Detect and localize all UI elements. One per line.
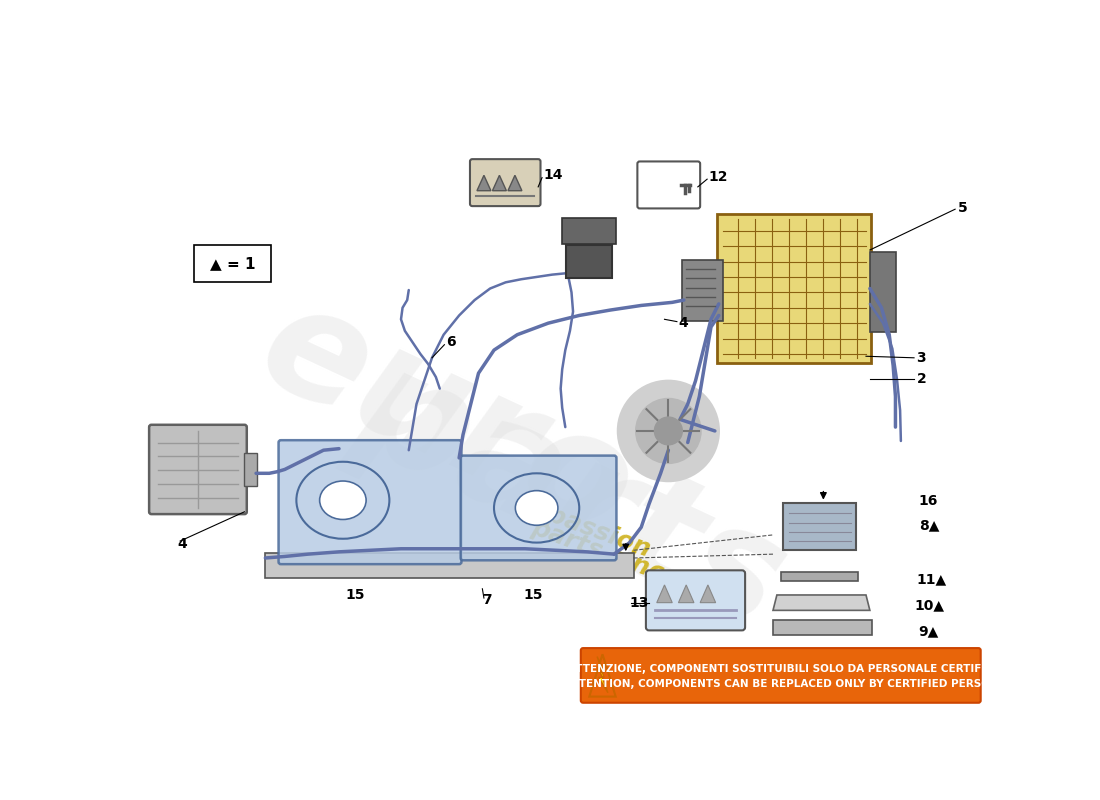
Text: euro: euro [238,269,657,570]
Text: 3: 3 [916,350,926,365]
Circle shape [654,417,682,445]
FancyBboxPatch shape [637,162,700,209]
Text: ATTENZIONE, COMPONENTI SOSTITUIBILI SOLO DA PERSONALE CERTIFICATO: ATTENZIONE, COMPONENTI SOSTITUIBILI SOLO… [569,664,1016,674]
Polygon shape [477,175,491,190]
Text: 10▲: 10▲ [914,598,944,613]
FancyBboxPatch shape [682,260,723,321]
Text: 13: 13 [629,596,649,610]
Polygon shape [657,585,672,602]
FancyBboxPatch shape [581,648,981,702]
Circle shape [618,381,718,481]
FancyBboxPatch shape [194,245,271,282]
Circle shape [636,398,701,463]
Circle shape [659,178,674,193]
FancyBboxPatch shape [717,214,871,363]
Text: 7: 7 [483,594,492,607]
Text: ▲ = 1: ▲ = 1 [210,256,255,271]
Text: parts since 1: parts since 1 [528,515,707,601]
Polygon shape [773,595,870,610]
FancyBboxPatch shape [265,554,635,578]
Text: 16: 16 [918,494,938,508]
Text: ATTENTION, COMPONENTS CAN BE REPLACED ONLY BY CERTIFIED PERSONNEL: ATTENTION, COMPONENTS CAN BE REPLACED ON… [563,679,1021,690]
Text: 15: 15 [345,588,365,602]
Text: a passion: a passion [520,493,653,562]
Text: 8▲: 8▲ [918,518,939,533]
Bar [773,619,872,635]
FancyBboxPatch shape [461,455,616,560]
Text: 4: 4 [178,537,187,551]
Text: 6: 6 [446,335,455,350]
Polygon shape [597,657,608,693]
Bar [781,572,858,581]
FancyBboxPatch shape [562,218,616,244]
FancyBboxPatch shape [870,252,896,332]
Text: 15: 15 [524,588,543,602]
Text: 9▲: 9▲ [918,624,939,638]
FancyBboxPatch shape [278,440,462,564]
FancyBboxPatch shape [470,159,540,206]
Text: 5: 5 [957,201,967,214]
Polygon shape [679,585,694,602]
Polygon shape [700,585,716,602]
FancyBboxPatch shape [783,502,856,550]
Polygon shape [493,175,506,190]
Circle shape [653,171,681,199]
FancyBboxPatch shape [244,454,257,486]
FancyBboxPatch shape [566,245,612,278]
Text: 14: 14 [543,168,563,182]
Text: 4: 4 [679,316,689,330]
Text: 11▲: 11▲ [916,573,946,586]
Text: parts: parts [336,334,807,659]
Polygon shape [508,175,521,190]
FancyBboxPatch shape [150,425,246,514]
Text: 12: 12 [708,170,728,184]
Ellipse shape [515,490,558,526]
Text: 2: 2 [916,372,926,386]
FancyBboxPatch shape [646,570,745,630]
Ellipse shape [320,481,366,519]
